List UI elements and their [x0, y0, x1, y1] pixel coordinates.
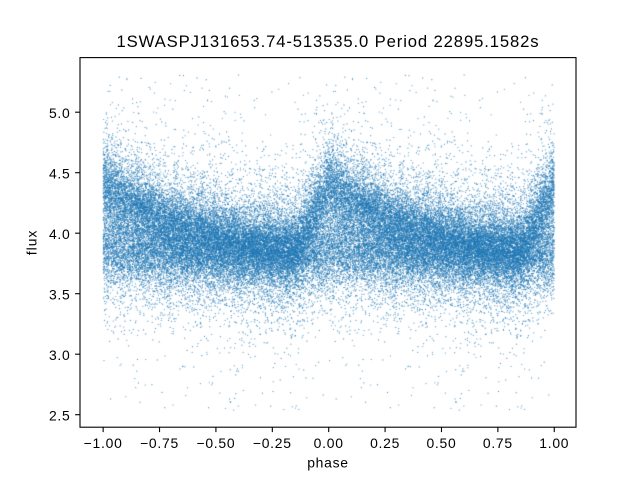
svg-text:−0.25: −0.25: [253, 435, 292, 451]
svg-text:2.5: 2.5: [49, 407, 71, 423]
svg-text:flux: flux: [24, 230, 40, 256]
svg-text:−1.00: −1.00: [84, 435, 123, 451]
svg-text:1.00: 1.00: [539, 435, 569, 451]
svg-text:3.0: 3.0: [49, 347, 71, 363]
svg-text:4.0: 4.0: [49, 226, 71, 242]
svg-text:phase: phase: [307, 455, 349, 471]
svg-text:0.50: 0.50: [426, 435, 456, 451]
svg-text:0.75: 0.75: [483, 435, 513, 451]
svg-text:3.5: 3.5: [49, 286, 71, 302]
svg-text:5.0: 5.0: [49, 105, 71, 121]
svg-text:−0.75: −0.75: [140, 435, 179, 451]
svg-text:4.5: 4.5: [49, 165, 71, 181]
svg-text:0.25: 0.25: [370, 435, 400, 451]
svg-text:−0.50: −0.50: [196, 435, 235, 451]
svg-text:0.00: 0.00: [314, 435, 344, 451]
svg-text:1SWASPJ131653.74-513535.0 Peri: 1SWASPJ131653.74-513535.0 Period 22895.1…: [117, 32, 540, 51]
